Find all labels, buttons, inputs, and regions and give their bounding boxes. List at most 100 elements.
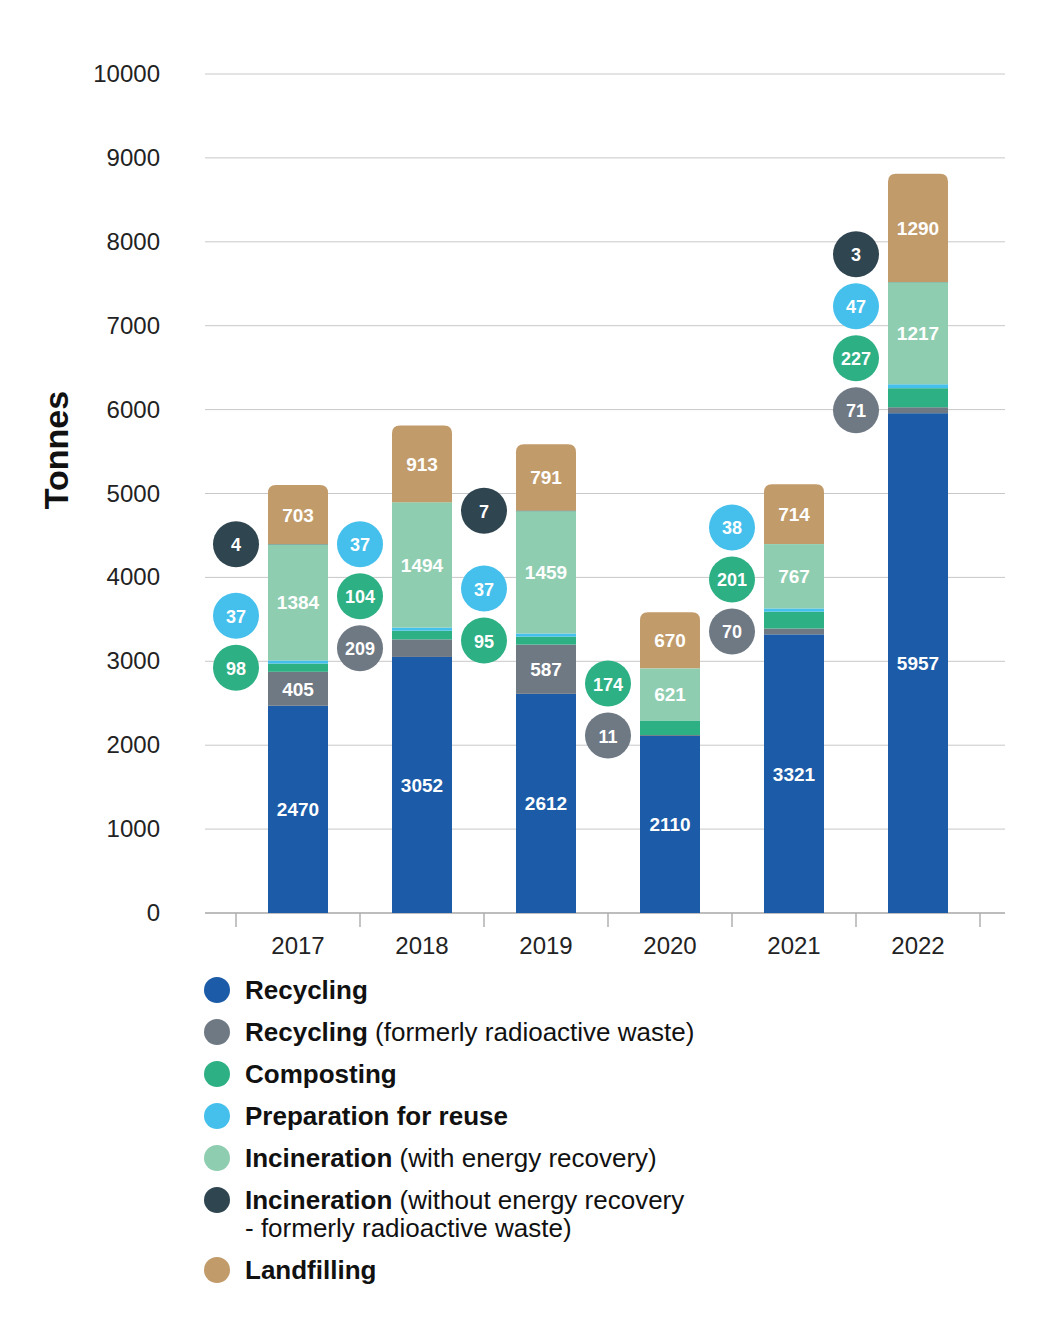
- category-separator: [979, 913, 981, 927]
- category-separator: [483, 913, 485, 927]
- data-label: 3: [851, 245, 861, 265]
- legend-swatch: [204, 1145, 230, 1171]
- bar-segment: [268, 485, 328, 544]
- grid-line: [205, 157, 1005, 158]
- label-badge: [461, 488, 507, 534]
- bar-segment: [764, 628, 824, 634]
- bar-segment: [392, 657, 452, 913]
- data-label: 621: [654, 684, 686, 705]
- data-label: 1459: [525, 562, 567, 583]
- legend-label: Recycling (formerly radioactive waste): [245, 1017, 694, 1047]
- y-axis-title: Tonnes: [37, 391, 75, 509]
- legend-label-rest: (formerly radioactive waste): [368, 1017, 695, 1047]
- data-label: 767: [778, 566, 810, 587]
- bar-segment: [764, 608, 824, 611]
- bar-segment: [392, 628, 452, 631]
- bar-segment: [640, 612, 700, 668]
- legend-label-strong: Recycling: [245, 1017, 368, 1047]
- data-label: 1290: [897, 218, 939, 239]
- bar-segment: [268, 672, 328, 706]
- bar-segment: [764, 634, 824, 913]
- x-tick-label: 2022: [891, 932, 944, 959]
- data-label: 3052: [401, 775, 443, 796]
- y-tick-label: 6000: [107, 396, 160, 423]
- bar-segment: [764, 612, 824, 629]
- label-badge: [337, 521, 383, 567]
- legend-swatch: [204, 1061, 230, 1087]
- x-tick-label: 2017: [271, 932, 324, 959]
- bar-segment: [516, 645, 576, 694]
- legend-label: Incineration (without energy recovery - …: [245, 1185, 692, 1243]
- legend-swatch: [204, 1019, 230, 1045]
- label-badge: [585, 713, 631, 759]
- data-labels: 2470405983713844703305220910437149491326…: [213, 218, 939, 836]
- y-tick-label: 3000: [107, 647, 160, 674]
- y-tick-label: 9000: [107, 144, 160, 171]
- data-label: 38: [722, 518, 742, 538]
- bar-segment: [392, 631, 452, 640]
- data-label: 405: [282, 679, 314, 700]
- label-badge: [213, 521, 259, 567]
- bar-segment: [392, 426, 452, 503]
- data-label: 201: [717, 570, 747, 590]
- bar-segment: [392, 639, 452, 657]
- y-tick-label: 7000: [107, 312, 160, 339]
- data-label: 670: [654, 630, 686, 651]
- label-badge: [709, 556, 755, 602]
- data-label: 71: [846, 401, 866, 421]
- bar-segment: [764, 484, 824, 544]
- bars: [268, 174, 948, 913]
- y-tick-label: 0: [147, 899, 160, 926]
- bar-segment: [640, 736, 700, 913]
- data-label: 174: [593, 675, 623, 695]
- category-separator: [359, 913, 361, 927]
- bar-segment: [268, 664, 328, 672]
- legend-label-strong: Composting: [245, 1059, 397, 1089]
- legend-label-strong: Landfilling: [245, 1255, 376, 1285]
- legend-label-strong: Incineration: [245, 1143, 392, 1173]
- grid: 0100020003000400050006000700080009000100…: [93, 60, 1005, 926]
- legend-swatch: [204, 1187, 230, 1213]
- x-tick-label: 2018: [395, 932, 448, 959]
- label-badge: [585, 661, 631, 707]
- legend-label-rest: (without energy recovery: [392, 1185, 691, 1215]
- bar-segment: [888, 174, 948, 282]
- legend: RecyclingRecycling (formerly radioactive…: [204, 975, 694, 1285]
- label-badge: [833, 231, 879, 277]
- y-tick-label: 4000: [107, 563, 160, 590]
- category-separator: [235, 913, 237, 927]
- bar-segment: [392, 502, 452, 627]
- label-badge: [337, 573, 383, 619]
- y-tick-label: 5000: [107, 480, 160, 507]
- legend-label-strong: Preparation for reuse: [245, 1101, 508, 1131]
- bar-segment: [888, 388, 948, 407]
- legend-label-strong: Incineration: [245, 1185, 392, 1215]
- legend-label: Recycling: [245, 975, 368, 1005]
- data-label: 11: [598, 727, 617, 747]
- data-label: 703: [282, 505, 314, 526]
- data-label: 1217: [897, 323, 939, 344]
- data-label: 3321: [773, 764, 816, 785]
- y-tick-label: 1000: [107, 815, 160, 842]
- data-label: 209: [345, 639, 375, 659]
- grid-line: [205, 241, 1005, 242]
- data-label: 1494: [401, 555, 444, 576]
- data-label: 95: [474, 632, 494, 652]
- grid-line: [205, 409, 1005, 410]
- data-label: 4: [231, 535, 241, 555]
- grid-line: [205, 74, 1005, 75]
- data-label: 37: [474, 580, 494, 600]
- bar-segment: [516, 694, 576, 913]
- bar-segment: [516, 634, 576, 637]
- label-badge: [709, 504, 755, 550]
- data-label: 104: [345, 587, 375, 607]
- category-separator: [855, 913, 857, 927]
- bar-segment: [268, 706, 328, 913]
- y-tick-label: 8000: [107, 228, 160, 255]
- x-tick-label: 2021: [767, 932, 820, 959]
- grid-line: [205, 325, 1005, 326]
- label-badge: [337, 625, 383, 671]
- label-badge: [709, 608, 755, 654]
- data-label: 47: [846, 297, 866, 317]
- data-label: 98: [226, 659, 246, 679]
